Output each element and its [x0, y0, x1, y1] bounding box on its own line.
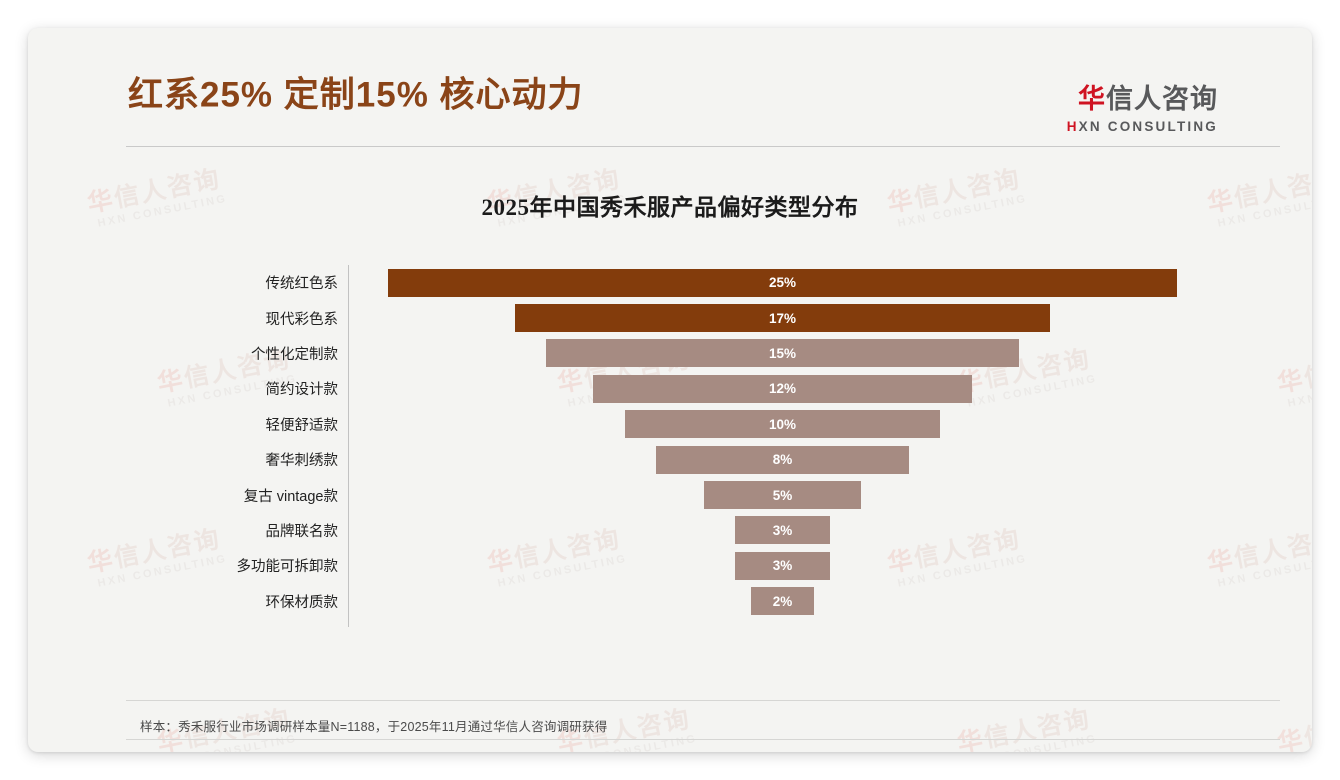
chart-bar-row: 复古 vintage款 5%: [126, 477, 1216, 512]
slide-header: 红系25% 定制15% 核心动力 华信人咨询 HXN CONSULTING: [28, 28, 1312, 150]
slide-footer: ©2026.1 HXR华信人咨询 www.hxrcon.com: [28, 740, 1312, 752]
category-axis-line: [348, 265, 349, 627]
bar-value-label: 25%: [768, 275, 796, 291]
logo-english-text: HXN CONSULTING: [1067, 120, 1218, 134]
bar-track: 17%: [349, 300, 1216, 335]
chart-bar[interactable]: 25%: [388, 268, 1177, 297]
bar-value-label: 5%: [772, 487, 793, 503]
bar-value-label: 10%: [768, 416, 796, 432]
chart-bar-row: 奢华刺绣款 8%: [126, 442, 1216, 477]
bar-track: 3%: [349, 513, 1216, 548]
chart-bar-row: 个性化定制款 15%: [126, 336, 1216, 371]
chart-bar[interactable]: 3%: [735, 551, 830, 580]
bar-value-label: 12%: [768, 381, 797, 397]
bar-value-label: 3%: [772, 558, 793, 574]
chart-bar-row: 品牌联名款 3%: [126, 513, 1216, 548]
bar-category-label: 个性化定制款: [251, 346, 338, 363]
chart-bar-row: 轻便舒适款 10%: [126, 407, 1216, 442]
logo-en-red: H: [1066, 119, 1079, 134]
source-note: 样本：秀禾服行业市场调研样本量N=1188，于2025年11月通过华信人咨询调研…: [140, 720, 608, 734]
bar-track: 10%: [349, 407, 1216, 442]
bar-track: 8%: [349, 442, 1216, 477]
chart-bar-row: 现代彩色系 17%: [126, 300, 1216, 335]
bar-value-label: 8%: [772, 452, 793, 468]
page-title: 红系25% 定制15% 核心动力: [128, 75, 584, 115]
bar-category-label: 环保材质款: [265, 594, 339, 611]
chart-plot: 传统红色系 25% 现代彩色系 17% 个性化定制款 15% 简约设计款 12% 轻便舒适款 10…: [126, 265, 1216, 635]
bar-category-label: 简约设计款: [265, 382, 339, 399]
bar-track: 2%: [349, 584, 1216, 619]
source-divider: [126, 700, 1280, 701]
bar-track: 25%: [349, 265, 1216, 300]
chart-bar[interactable]: 10%: [624, 410, 941, 439]
chart-bar[interactable]: 12%: [593, 374, 972, 403]
logo-en-rest: XN CONSULTING: [1078, 119, 1218, 134]
chart-bar-row: 多功能可拆卸款 3%: [126, 548, 1216, 583]
chart-bar-row: 简约设计款 12%: [126, 371, 1216, 406]
bar-track: 15%: [349, 336, 1216, 371]
header-divider: [126, 146, 1280, 147]
bar-category-label: 多功能可拆卸款: [236, 559, 339, 576]
chart-bar[interactable]: 3%: [735, 516, 830, 545]
logo-cn-rest: 信人咨询: [1106, 84, 1218, 114]
website-link[interactable]: www.hxrcon.com: [1120, 751, 1214, 752]
bar-category-label: 品牌联名款: [265, 523, 339, 540]
logo-cn-red: 华: [1078, 84, 1106, 114]
bar-value-label: 2%: [772, 593, 793, 609]
bar-category-label: 奢华刺绣款: [265, 453, 339, 470]
bar-track: 5%: [349, 477, 1216, 512]
chart-bar[interactable]: 2%: [750, 587, 815, 616]
slide-card: 华信人咨询 HXN CONSULTING 华信人咨询 HXN CONSULTING 华信…: [28, 28, 1312, 752]
chart-bar-row: 环保材质款 2%: [126, 584, 1216, 619]
bar-category-label: 现代彩色系: [265, 311, 339, 328]
bar-rows: 传统红色系 25% 现代彩色系 17% 个性化定制款 15% 简约设计款 12% 轻便舒适款 10…: [126, 265, 1216, 619]
chart-area: 2025年中国秀禾服产品偏好类型分布 传统红色系 25% 现代彩色系 17% 个性化定制…: [28, 150, 1312, 680]
chart-bar[interactable]: 17%: [514, 304, 1051, 333]
footer-divider: [126, 739, 1280, 740]
chart-bar[interactable]: 5%: [703, 481, 862, 510]
chart-bar-row: 传统红色系 25%: [126, 265, 1216, 300]
company-logo: 华信人咨询 HXN CONSULTING: [1067, 86, 1218, 134]
bar-track: 12%: [349, 371, 1216, 406]
bar-category-label: 复古 vintage款: [243, 488, 338, 505]
copyright-text: ©2026.1 HXR华信人咨询: [126, 751, 266, 752]
bar-value-label: 3%: [772, 522, 793, 538]
chart-title: 2025年中国秀禾服产品偏好类型分布: [481, 195, 859, 220]
chart-bar[interactable]: 15%: [546, 339, 1019, 368]
chart-bar[interactable]: 8%: [656, 445, 909, 474]
bar-category-label: 传统红色系: [265, 276, 339, 293]
bar-value-label: 17%: [768, 310, 796, 326]
bar-track: 3%: [349, 548, 1216, 583]
bar-category-label: 轻便舒适款: [265, 417, 339, 434]
logo-chinese-text: 华信人咨询: [1067, 86, 1218, 113]
bar-value-label: 15%: [768, 345, 797, 361]
